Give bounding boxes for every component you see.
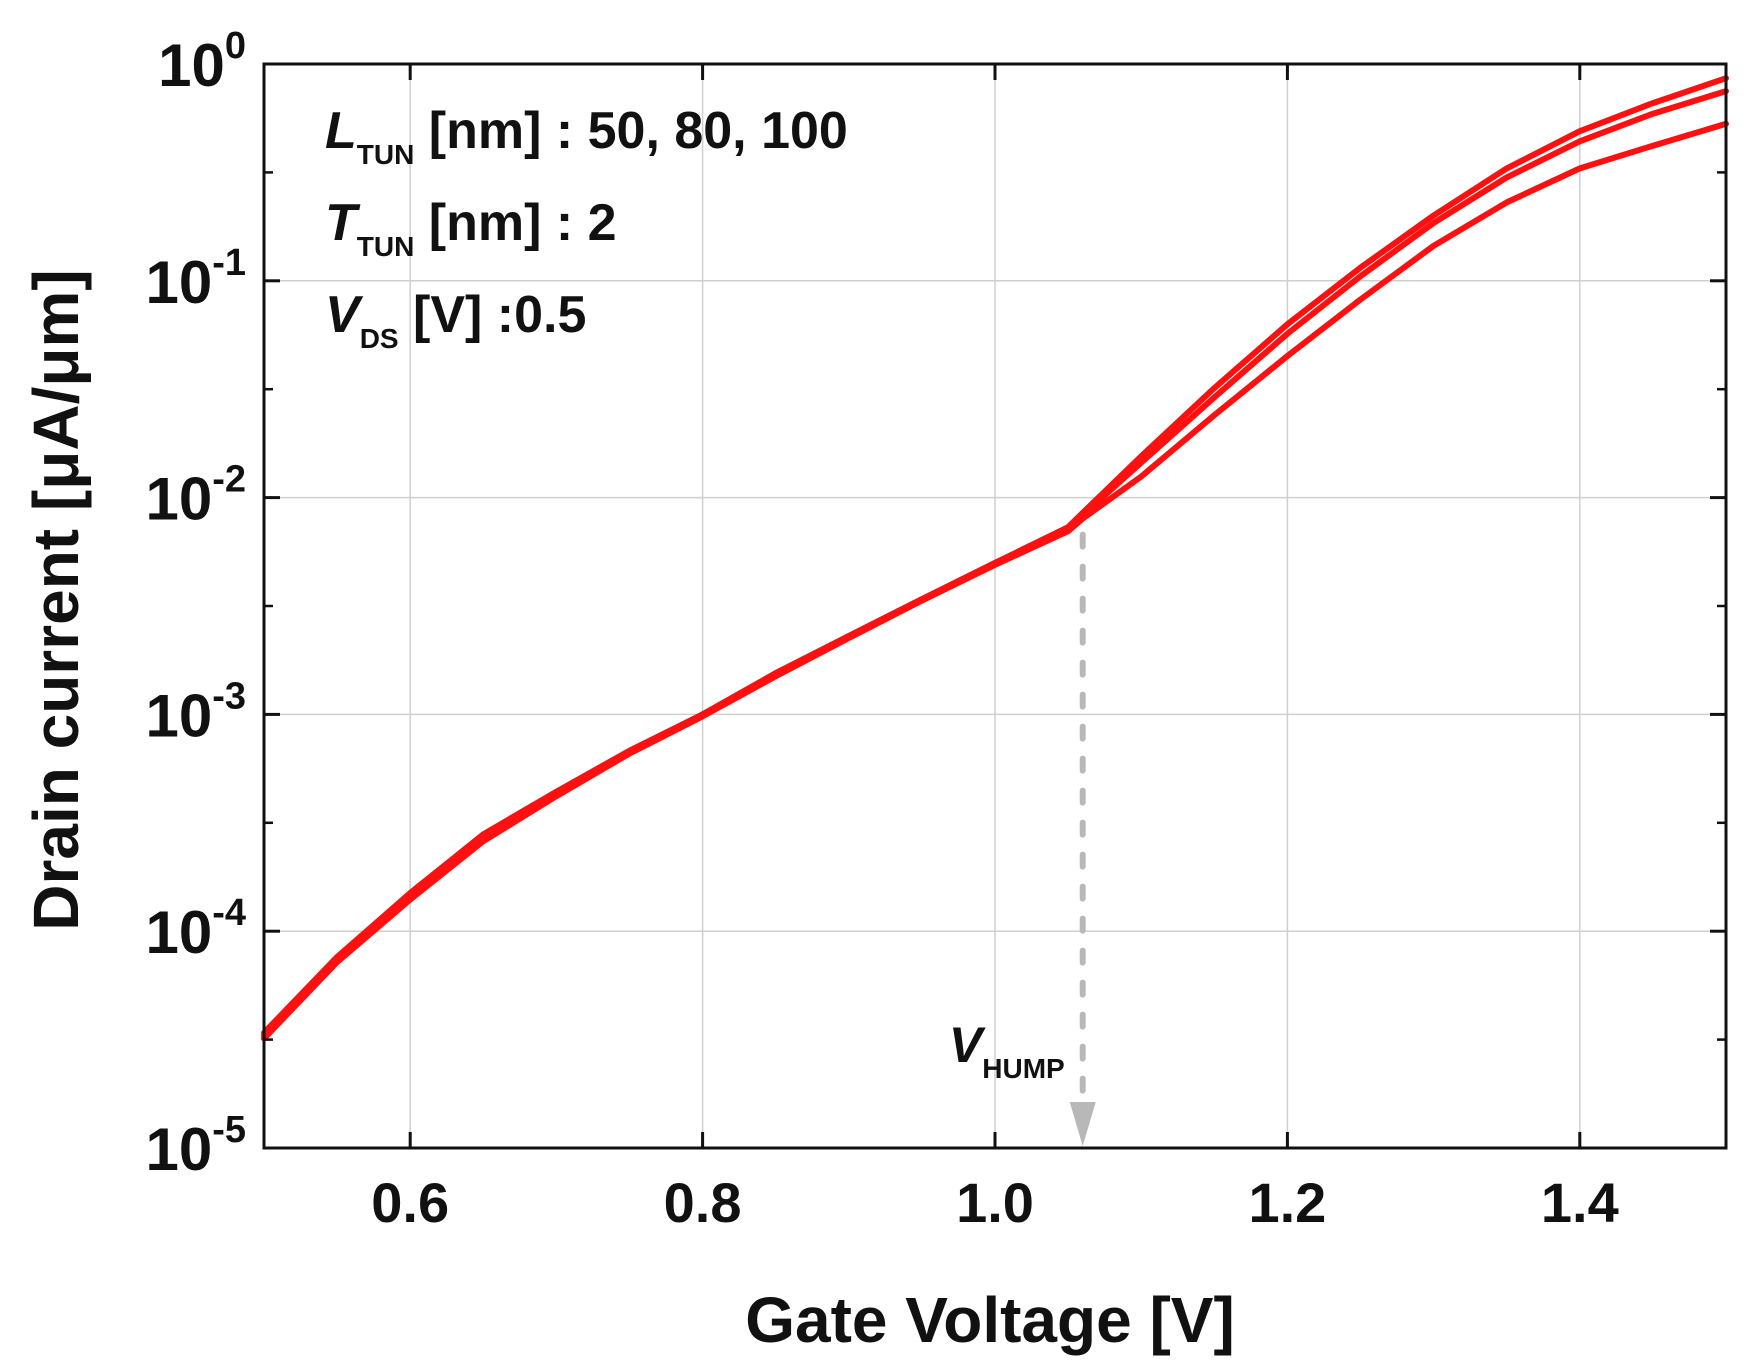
x-tick-label: 0.8 — [664, 1171, 742, 1234]
hump-marker: VHUMP — [949, 531, 1096, 1146]
y-tick-label: 100 — [158, 25, 246, 99]
x-axis-title: Gate Voltage [V] — [745, 1284, 1235, 1356]
series-group — [261, 75, 1729, 1042]
y-tick-label: 10-2 — [145, 459, 246, 533]
annotation-line-1: LTUN [nm] : 50, 80, 100 — [325, 102, 848, 170]
y-tick-labels: 100 10-1 10-2 10-3 10-4 10-5 — [145, 25, 246, 1183]
x-tick-labels: 0.6 0.8 1.0 1.2 1.4 — [371, 1171, 1618, 1234]
hump-arrow-icon — [1069, 1102, 1096, 1146]
annotation-line-3: VDS [V] :0.5 — [325, 286, 586, 354]
grid — [264, 64, 1726, 1148]
y-tick-label: 10-4 — [145, 892, 246, 966]
y-tick-label: 10-3 — [145, 675, 246, 749]
y-axis-title: Drain current [μA/μm] — [20, 269, 92, 931]
annotation-line-2: TTUN [nm] : 2 — [325, 194, 617, 262]
hump-label: VHUMP — [949, 1017, 1065, 1084]
x-tick-label: 1.2 — [1248, 1171, 1326, 1234]
tick-marks — [264, 62, 1726, 1150]
y-tick-label: 10-5 — [145, 1109, 246, 1183]
parameter-annotations: LTUN [nm] : 50, 80, 100 TTUN [nm] : 2 VDS … — [325, 102, 848, 354]
x-tick-label: 0.6 — [371, 1171, 449, 1234]
y-tick-label: 10-1 — [145, 242, 246, 316]
x-tick-label: 1.0 — [956, 1171, 1034, 1234]
x-tick-label: 1.4 — [1541, 1171, 1619, 1234]
series-line-3 — [261, 120, 1729, 1042]
